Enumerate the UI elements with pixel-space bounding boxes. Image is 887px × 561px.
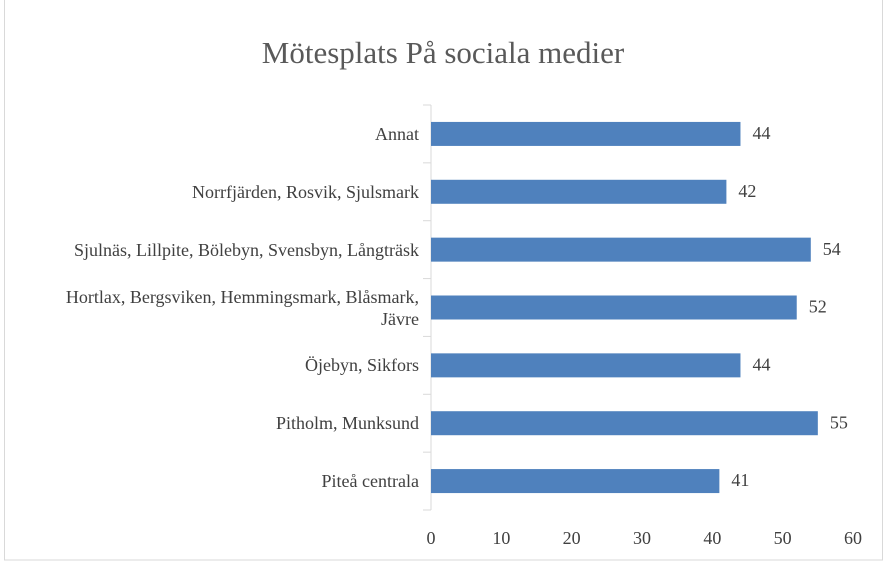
bar xyxy=(431,295,797,320)
x-tick-label: 30 xyxy=(633,528,651,548)
bar xyxy=(431,411,818,436)
value-label: 52 xyxy=(809,297,827,317)
y-tick-label: Norrfjärden, Rosvik, Sjulsmark xyxy=(192,181,419,202)
bar xyxy=(431,469,720,494)
x-tick-label: 50 xyxy=(774,528,792,548)
bar xyxy=(431,237,811,262)
bar xyxy=(431,179,727,204)
y-tick-label: Pitholm, Munksund xyxy=(275,413,419,434)
value-label: 44 xyxy=(752,123,770,143)
value-label: 44 xyxy=(752,354,770,374)
x-tick-label: 10 xyxy=(492,528,510,548)
value-label: 41 xyxy=(731,470,749,490)
y-tick-label: Hortlax, Bergsviken, Hemmingsmark, Blåsm… xyxy=(65,286,419,329)
x-tick-label: 60 xyxy=(844,528,862,548)
chart-title: Mötesplats På sociala medier xyxy=(262,35,625,70)
bar xyxy=(431,121,741,146)
x-tick-label: 20 xyxy=(563,528,581,548)
value-label: 54 xyxy=(823,239,841,259)
x-tick-label: 0 xyxy=(427,528,436,548)
y-tick-label: Sjulnäs, Lillpite, Bölebyn, Svensbyn, Lå… xyxy=(74,239,419,260)
y-tick-label: Annat xyxy=(375,123,419,144)
x-tick-label: 40 xyxy=(703,528,721,548)
y-tick-label: Piteå centrala xyxy=(321,471,419,492)
value-label: 55 xyxy=(830,412,848,432)
value-label: 42 xyxy=(738,181,756,201)
chart-frame xyxy=(4,0,883,561)
bar xyxy=(431,353,741,378)
y-tick-label: Öjebyn, Sikfors xyxy=(305,355,419,376)
